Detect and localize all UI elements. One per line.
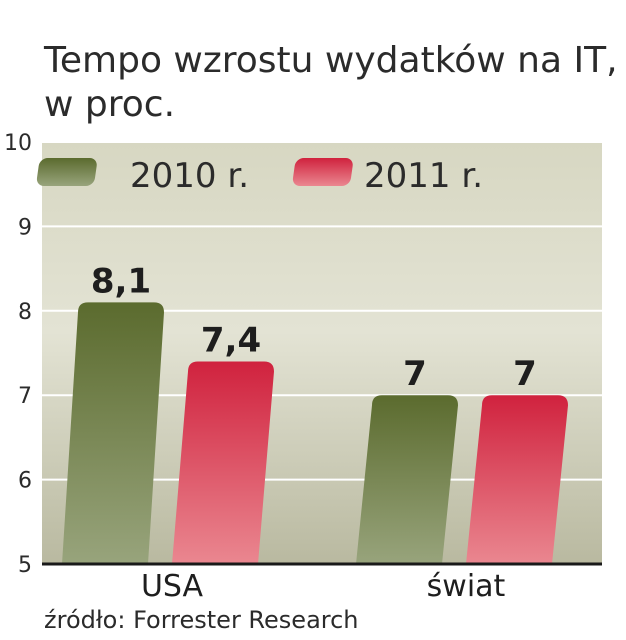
- category-label-swiat: świat: [427, 569, 506, 604]
- data-label-2010-usa: 8,1: [91, 261, 151, 301]
- bars: [62, 302, 568, 564]
- bar-2010-swiat: [356, 395, 458, 564]
- legend-swatch-2011: [292, 158, 353, 186]
- bar-2010-usa: [62, 302, 164, 564]
- y-tick-label: 6: [18, 469, 32, 494]
- source-note: źródło: Forrester Research: [44, 606, 359, 634]
- category-label-usa: USA: [141, 569, 204, 604]
- chart-title-line-2: w proc.: [44, 84, 175, 125]
- y-tick-label: 9: [18, 215, 32, 240]
- legend-swatch-2010: [36, 158, 97, 186]
- y-tick-label: 10: [4, 131, 32, 156]
- legend-label-2011: 2011 r.: [364, 156, 483, 196]
- data-label-2011-swiat: 7: [513, 354, 537, 394]
- bar-2011-swiat: [466, 395, 568, 564]
- legend-label-2010: 2010 r.: [130, 156, 249, 196]
- chart-title-line-1: Tempo wzrostu wydatków na IT,: [43, 40, 618, 81]
- y-axis-ticks: 5 6 7 8 9 10: [4, 131, 32, 578]
- bar-2011-usa: [172, 361, 274, 564]
- data-label-2010-swiat: 7: [403, 354, 427, 394]
- y-tick-label: 7: [18, 384, 32, 409]
- y-tick-label: 8: [18, 300, 32, 325]
- y-tick-label: 5: [18, 553, 32, 578]
- legend: 2010 r. 2011 r.: [36, 156, 483, 196]
- data-labels: 8,1 7 7,4 7: [91, 261, 537, 394]
- data-label-2011-usa: 7,4: [201, 320, 261, 360]
